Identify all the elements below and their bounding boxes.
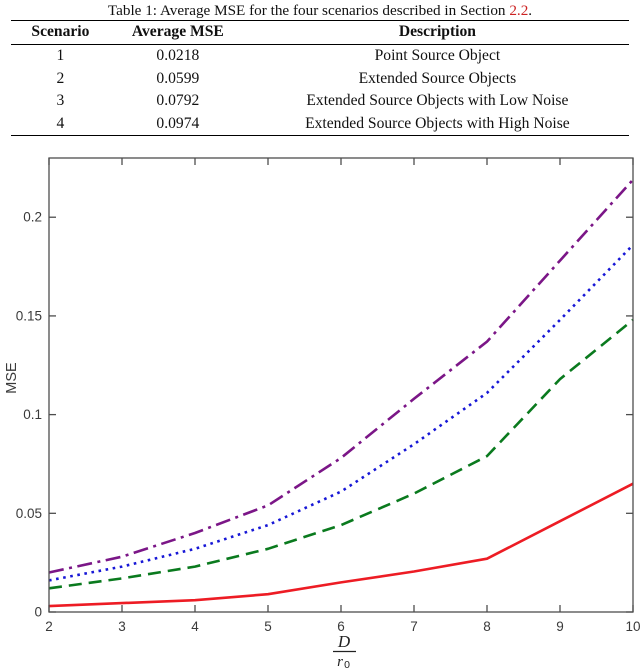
y-tick-label: 0.2 xyxy=(23,210,42,225)
cell-avg-mse: 0.0599 xyxy=(156,69,200,87)
cell-description: Extended Source Objects with Low Noise xyxy=(306,92,569,109)
header-average-mse: Average MSE xyxy=(109,20,246,45)
section-link[interactable]: 2.2 xyxy=(509,2,529,19)
cell-scenario: 3 xyxy=(56,92,65,109)
x-tick-label: 2 xyxy=(45,619,53,634)
x-label-denominator: r xyxy=(337,654,343,669)
table-section: Table 1: Average MSE for the four scenar… xyxy=(0,0,640,136)
x-label-numerator: D xyxy=(337,632,351,651)
x-label-denominator-subscript: 0 xyxy=(344,659,350,669)
table-caption: Table 1: Average MSE for the four scenar… xyxy=(0,0,640,19)
header-scenario: Scenario xyxy=(11,20,110,45)
x-axis-label: Dr 0 xyxy=(333,632,356,669)
x-tick-label: 9 xyxy=(556,619,564,634)
cell-avg-mse: 0.0218 xyxy=(156,47,200,64)
cell-scenario: 1 xyxy=(56,47,65,64)
table-row: 2 0.0599 Extended Source Objects xyxy=(11,67,629,90)
cell-scenario: 4 xyxy=(56,114,65,132)
table-row: 3 0.0792 Extended Source Objects with Lo… xyxy=(11,90,629,113)
x-tick-label: 8 xyxy=(483,619,491,634)
axes-box xyxy=(48,157,634,613)
y-tick-label: 0.05 xyxy=(16,506,42,521)
mse-table: Scenario Average MSE Description 1 0.021… xyxy=(11,20,629,136)
caption-period: . xyxy=(528,2,533,19)
x-tick-label: 10 xyxy=(625,619,640,634)
caption-text: Table 1: Average MSE for the four scenar… xyxy=(107,2,510,19)
x-tick-label: 7 xyxy=(410,619,418,634)
y-tick-label: 0.1 xyxy=(23,407,42,422)
x-tick-label: 3 xyxy=(118,619,126,634)
y-tick-label: 0.15 xyxy=(16,308,42,323)
table-header-row: Scenario Average MSE Description xyxy=(11,20,629,45)
cell-description: Point Source Object xyxy=(374,47,501,64)
green-dashed-line xyxy=(48,318,634,590)
cell-avg-mse: 0.0974 xyxy=(156,114,200,132)
red-solid-line xyxy=(48,482,634,608)
cell-description: Extended Source Objects with High Noise xyxy=(305,114,570,132)
y-tick-label: 0 xyxy=(34,605,42,620)
y-axis-label: MSE xyxy=(4,362,20,394)
table-row: 4 0.0974 Extended Source Objects with Hi… xyxy=(11,112,629,135)
header-description: Description xyxy=(245,20,629,45)
x-tick-label: 6 xyxy=(337,619,345,634)
x-tick-label: 5 xyxy=(264,619,272,634)
purple-dashdot-line xyxy=(48,178,634,574)
table-row: 1 0.0218 Point Source Object xyxy=(11,44,629,67)
cell-scenario: 2 xyxy=(56,69,65,87)
x-tick-label: 4 xyxy=(191,619,199,634)
cell-avg-mse: 0.0792 xyxy=(156,92,200,109)
cell-description: Extended Source Objects xyxy=(358,69,517,87)
